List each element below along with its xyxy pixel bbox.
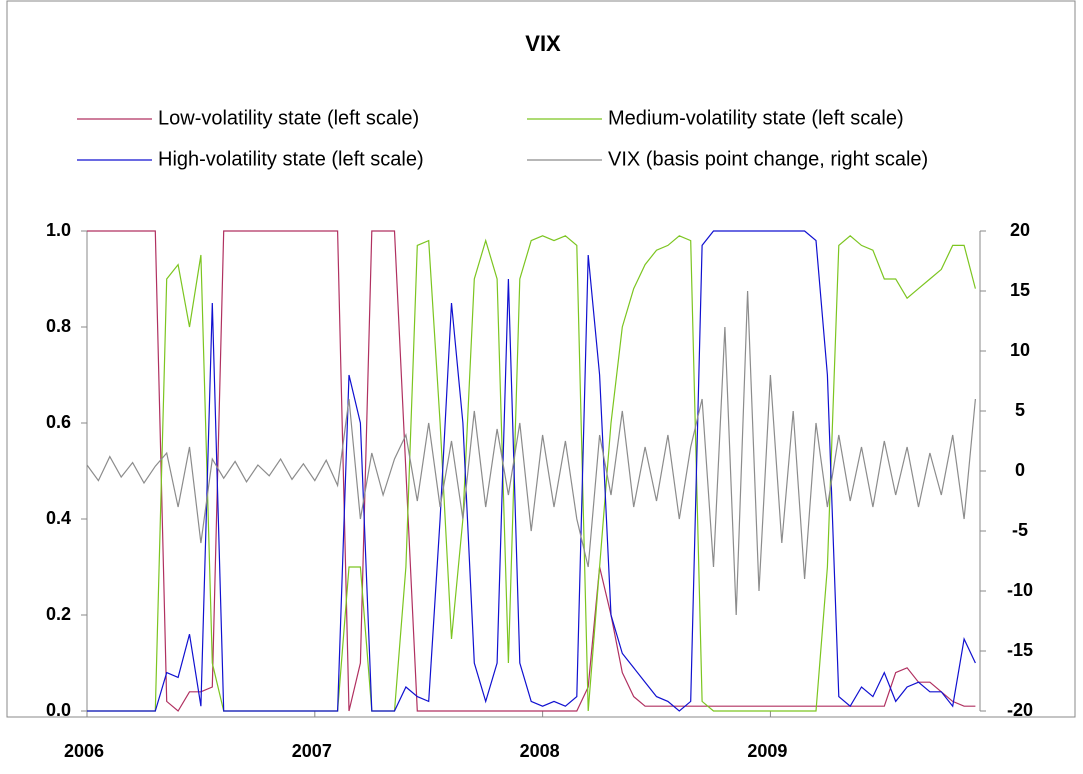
y-tick-label: 0.2 [46,604,71,624]
x-tick-label: 2007 [292,741,332,761]
y2-tick-label: -5 [1012,520,1028,540]
y2-tick-label: -20 [1007,700,1033,720]
series-line [87,230,976,712]
series-line [87,230,976,712]
y2-tick-label: 5 [1015,400,1025,420]
y2-tick-label: 10 [1010,340,1030,360]
y-tick-label: 0.4 [46,508,71,528]
y2-tick-label: 0 [1015,460,1025,480]
y-tick-label: 0.6 [46,412,71,432]
legend-label: Low-volatility state (left scale) [158,107,419,129]
y2-tick-label: 20 [1010,220,1030,240]
legend-label: Medium-volatility state (left scale) [608,107,904,129]
x-tick-label: 2006 [64,741,104,761]
y2-tick-label: -15 [1007,640,1033,660]
y2-tick-label: -10 [1007,580,1033,600]
chart-title: VIX [525,31,561,56]
x-tick-label: 2008 [520,741,560,761]
y2-tick-label: 15 [1010,280,1030,300]
legend-label: VIX (basis point change, right scale) [608,148,928,170]
y-tick-label: 0.0 [46,700,71,720]
y-tick-label: 0.8 [46,316,71,336]
y-tick-label: 1.0 [46,220,71,240]
legend-label: High-volatility state (left scale) [158,148,424,170]
x-tick-label: 2009 [747,741,787,761]
series-line [86,290,976,616]
